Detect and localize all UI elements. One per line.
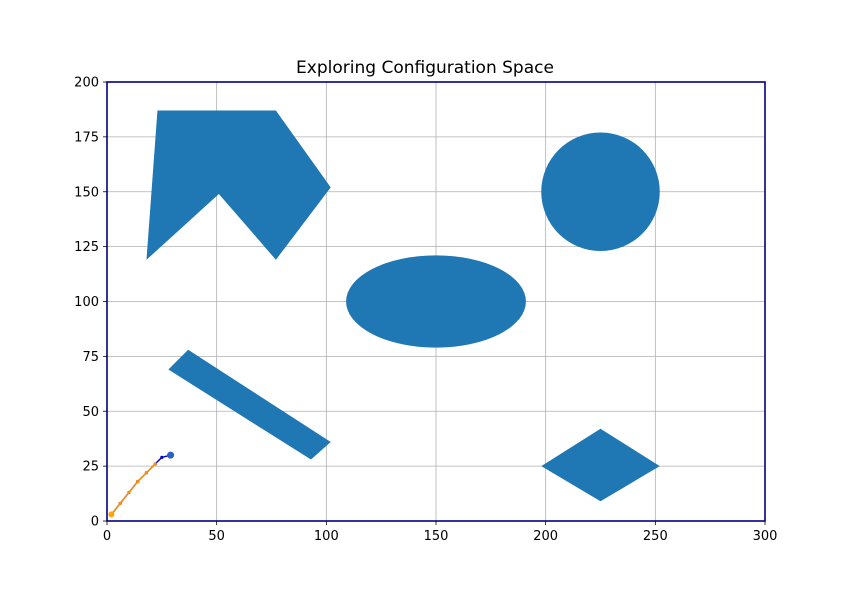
x-tick-label: 50: [208, 529, 225, 544]
path-node: [144, 471, 149, 475]
obstacle-polygon: [146, 110, 331, 260]
obstacle-polygon: [541, 428, 660, 502]
obstacle-polygon: [168, 349, 331, 460]
x-tick-label: 150: [424, 529, 449, 544]
y-tick-label: 200: [74, 76, 99, 91]
plot-area: 0 50 100 150 200 250 300 0 25 50 75 100 125 150 175 200: [74, 76, 777, 545]
goal-point: [167, 451, 175, 459]
y-tick-label: 50: [82, 405, 99, 420]
x-tick-label: 200: [533, 529, 558, 544]
y-tick-label: 150: [74, 185, 99, 200]
chart-title: Exploring Configuration Space: [296, 58, 554, 78]
path-node: [118, 501, 122, 506]
x-tick-label: 300: [753, 529, 778, 544]
x-tick-label: 100: [314, 529, 339, 544]
y-tick-label: 25: [82, 460, 99, 475]
y-tick-label: 175: [74, 130, 99, 145]
path-node: [160, 455, 164, 459]
obstacle-ellipse: [346, 255, 526, 348]
path-node: [127, 490, 131, 495]
y-tick-label: 0: [91, 515, 99, 530]
path-node: [136, 479, 140, 484]
y-tick-label: 75: [82, 350, 99, 365]
y-tick-label: 125: [74, 240, 99, 255]
obstacle-circle: [541, 132, 660, 252]
x-tick-label: 0: [103, 529, 111, 544]
path-node: [153, 462, 157, 466]
x-tick-label: 250: [643, 529, 668, 544]
solution-path: [110, 463, 156, 515]
y-tick-label: 100: [74, 295, 99, 310]
start-point: [108, 511, 115, 518]
